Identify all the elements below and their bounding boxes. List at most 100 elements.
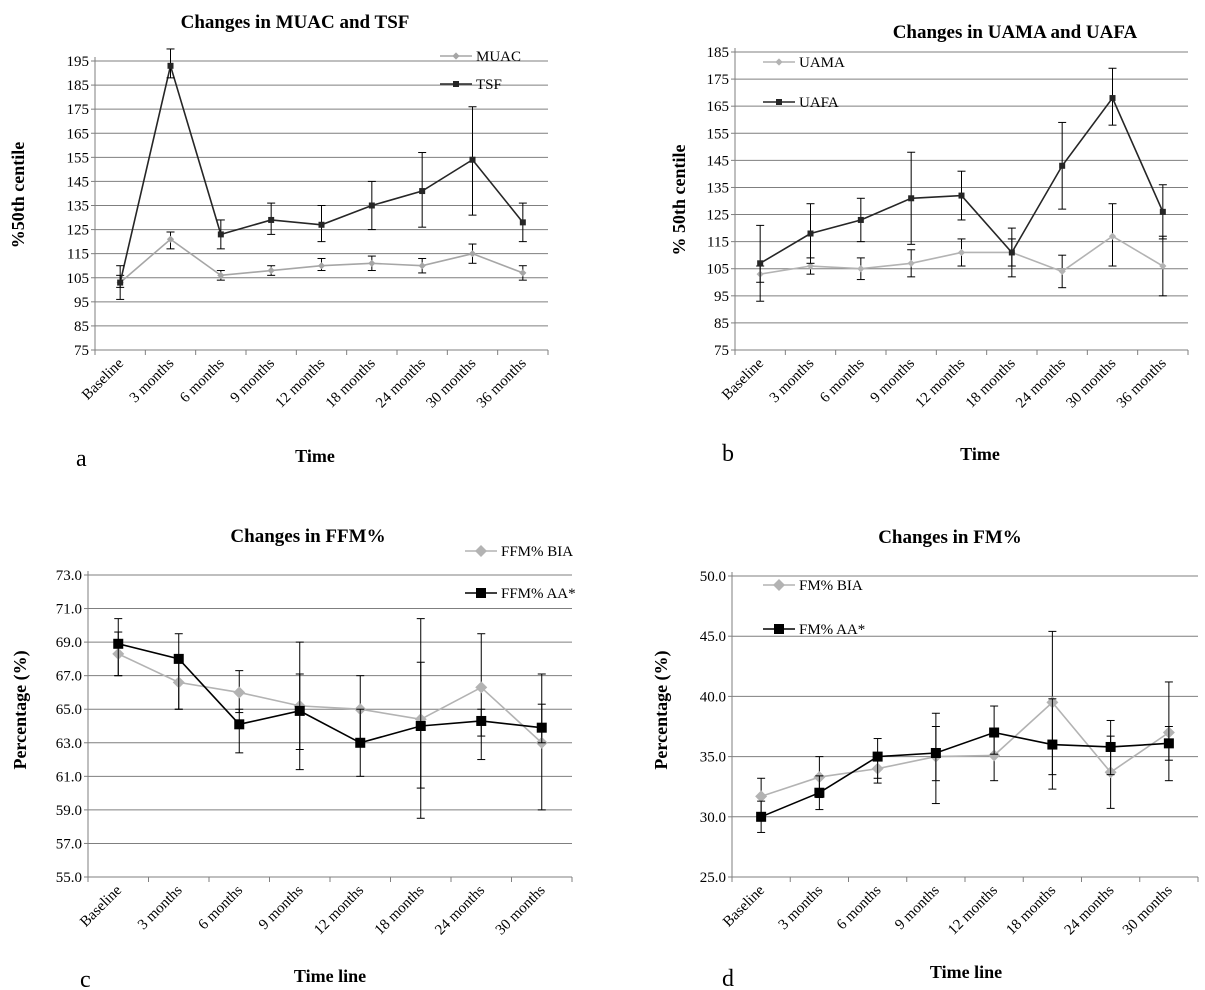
- x-tick-label: 6 months: [817, 355, 868, 406]
- y-tick-label: 185: [707, 45, 730, 61]
- data-point: [1159, 262, 1167, 270]
- x-tick-label: 18 months: [1003, 882, 1059, 938]
- x-tick-label: 30 months: [1120, 882, 1176, 938]
- legend-marker: [774, 624, 784, 634]
- y-tick-label: 165: [67, 126, 90, 142]
- chart-title: Changes in UAMA and UAFA: [893, 22, 1138, 43]
- series-uafa: [756, 67, 1167, 302]
- chart-title: Changes in FM%: [878, 527, 1022, 548]
- data-point: [468, 250, 477, 258]
- x-tick-label: 9 months: [867, 355, 918, 406]
- y-tick-label: 185: [67, 78, 90, 94]
- data-point: [930, 747, 941, 758]
- chart-panel-a: 75 85 95 105 115 125 135 145 155 165 175 185 195 Base…: [8, 12, 549, 472]
- chart-panel-c: 55.0 57.0 59.0 61.0 63.0 65.0 67.0 69.0 71.0 73.0…: [10, 526, 576, 990]
- data-point: [1108, 232, 1117, 240]
- x-tick-label: 12 months: [273, 355, 329, 411]
- data-point: [1058, 267, 1066, 276]
- x-tick-label: Baseline: [77, 882, 125, 930]
- y-tick-label: 165: [707, 99, 730, 115]
- data-point: [418, 262, 426, 270]
- y-tick-label: 50.0: [700, 569, 726, 585]
- x-tick-label: 36 months: [1114, 355, 1170, 411]
- chart-panel-d: 25.0 30.0 35.0 40.0 45.0 50.0 Baseline 3 months…: [651, 527, 1199, 990]
- x-tick-label: 30 months: [1064, 355, 1120, 411]
- x-axis-label: Time: [960, 444, 1000, 464]
- y-tick-label: 25.0: [700, 870, 726, 886]
- panel-letter: d: [722, 966, 734, 990]
- panel-letter: b: [722, 441, 734, 467]
- x-tick-label: 24 months: [1013, 355, 1069, 411]
- legend-marker: [453, 81, 459, 87]
- x-tick-label: 3 months: [135, 882, 186, 933]
- data-point: [217, 231, 224, 238]
- data-point: [1159, 208, 1166, 215]
- x-tick-label: 24 months: [373, 355, 429, 411]
- data-point: [166, 235, 175, 243]
- data-point: [419, 188, 426, 195]
- legend: UAMA UAFA: [763, 55, 845, 111]
- y-tick-label: 95: [74, 295, 89, 311]
- y-tick-label: 71.0: [56, 602, 82, 618]
- legend: FFM% BIA FFM% AA*: [465, 544, 576, 602]
- data-point: [857, 216, 864, 223]
- data-point: [757, 260, 764, 267]
- y-tick-label: 69.0: [56, 635, 82, 651]
- data-point: [267, 266, 275, 275]
- y-tick-label: 175: [67, 102, 90, 118]
- data-point: [814, 787, 825, 798]
- data-point: [475, 681, 488, 694]
- x-tick-label: 12 months: [913, 355, 969, 411]
- data-point: [368, 259, 376, 267]
- x-tick-label: 6 months: [196, 882, 247, 933]
- y-tick-label: 105: [67, 271, 90, 287]
- x-tick-label: 3 months: [127, 355, 178, 406]
- y-tick-label: 85: [74, 319, 89, 335]
- x-tick-label: 12 months: [945, 882, 1001, 938]
- legend-label: FM% BIA: [799, 578, 863, 594]
- legend-label: FM% AA*: [799, 622, 865, 638]
- series-tsf: [116, 48, 527, 300]
- y-axis-label: Percentage (%): [10, 650, 31, 769]
- x-tick-label: Baseline: [720, 882, 768, 930]
- series-line: [119, 62, 524, 283]
- x-tick-label: Baseline: [719, 355, 767, 403]
- data-point: [857, 265, 865, 273]
- data-point: [415, 721, 426, 731]
- legend-label: UAFA: [799, 95, 839, 111]
- y-tick-label: 63.0: [56, 736, 82, 752]
- x-tick-label: 18 months: [372, 882, 428, 938]
- x-tick-label: 12 months: [311, 882, 367, 938]
- chart-title: Changes in MUAC and TSF: [181, 12, 410, 33]
- y-tick-label: 45.0: [700, 629, 726, 645]
- y-tick-label: 85: [714, 316, 729, 332]
- y-tick-label: 55.0: [56, 870, 82, 886]
- y-tick-label: 57.0: [56, 836, 82, 852]
- y-tick-label: 125: [707, 208, 730, 224]
- y-tick-label: 75: [714, 343, 729, 359]
- series-line: [760, 701, 1170, 798]
- legend-label: TSF: [476, 77, 502, 93]
- y-tick-label: 105: [707, 262, 730, 278]
- y-tick-label: 145: [707, 153, 730, 169]
- data-point: [1059, 162, 1066, 169]
- chart-title: Changes in FFM%: [230, 526, 385, 547]
- data-point: [268, 216, 275, 223]
- x-tick-label: 6 months: [834, 882, 885, 933]
- data-point: [318, 221, 325, 228]
- data-point: [957, 248, 966, 257]
- y-tick-label: 67.0: [56, 669, 82, 685]
- y-tick-label: 115: [67, 247, 89, 263]
- x-axis-label: Time: [295, 446, 335, 466]
- y-tick-label: 175: [707, 72, 730, 88]
- y-tick-label: 30.0: [700, 810, 726, 826]
- data-point: [907, 259, 915, 267]
- legend-marker: [475, 545, 487, 557]
- data-point: [233, 686, 246, 699]
- data-point: [294, 705, 305, 716]
- data-point: [476, 715, 487, 726]
- chart-panel-b: 75 85 95 105 115 125 135 145 155 165 175 185 Baselin…: [669, 22, 1189, 467]
- x-tick-label: 30 months: [493, 882, 549, 938]
- legend-label: UAMA: [799, 55, 845, 71]
